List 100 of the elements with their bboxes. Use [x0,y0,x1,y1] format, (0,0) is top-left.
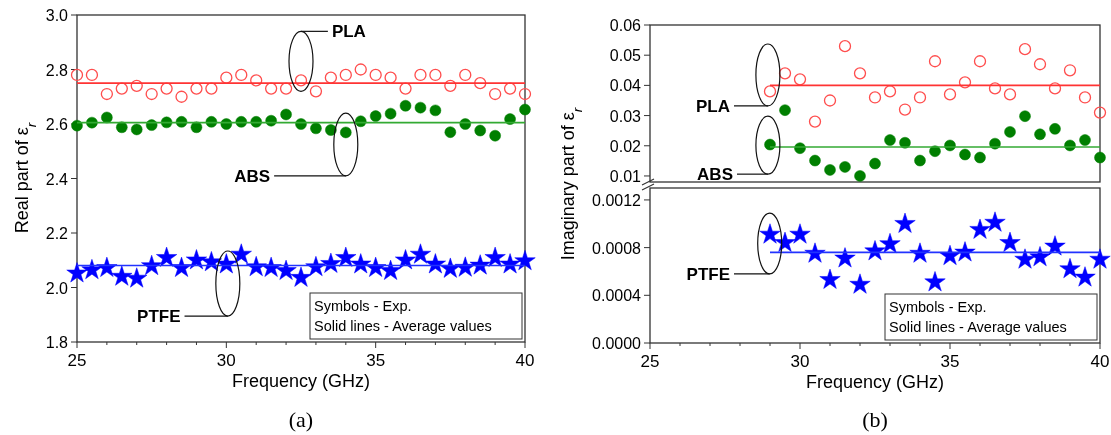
point [898,103,912,116]
point [969,218,991,239]
point [414,68,427,82]
point [809,154,821,167]
text: (a) [288,407,314,432]
y-tick-label: 1.8 [45,334,69,351]
point [924,271,946,292]
point [175,90,188,103]
point [939,244,961,265]
y-tick-label: 2.2 [45,225,69,242]
point [913,91,927,104]
y-tick-label: 2.8 [45,61,69,79]
text: ABS [697,165,733,185]
point [294,74,308,87]
point [85,68,99,82]
point [849,273,871,294]
point [853,67,867,80]
point [779,104,791,116]
point [384,107,397,120]
x-tick-label: 30 [216,351,236,370]
point [928,55,942,68]
point [959,148,971,161]
point [126,267,148,288]
point [71,119,83,132]
point [279,82,293,95]
point [369,110,382,122]
point [1004,126,1016,138]
point [141,254,163,275]
point [823,94,837,107]
annotation: Symbols - Exp. [314,298,412,314]
point [111,265,133,286]
point [883,85,897,98]
y-tick-label: 0.0008 [592,239,642,257]
point [1078,91,1092,104]
point [369,68,382,82]
point [958,76,972,89]
point [988,82,1002,95]
y-tick-label: 0.03 [609,107,642,125]
point [763,85,777,98]
point [864,240,886,261]
point [1074,266,1096,287]
point [205,82,218,95]
series-label: PTFE [137,307,181,327]
point [973,55,987,68]
point [869,157,881,170]
x-tick-label: 40 [1090,352,1110,371]
point [1018,43,1032,56]
point [290,266,312,287]
point [1044,235,1066,256]
point [156,246,178,267]
point [488,87,502,101]
y-tick-label: 0.05 [609,47,642,65]
point [914,154,926,167]
point [469,254,491,275]
point [230,243,252,264]
point [190,121,203,134]
point [1093,106,1107,119]
point [320,252,342,273]
x-tick-label: 35 [366,351,386,370]
point [235,68,248,82]
point [350,253,372,274]
point [130,123,143,136]
point [519,103,531,116]
point [854,170,866,182]
x-tick-label: 40 [515,351,535,370]
text: PTFE [686,264,730,284]
y-tick-label: 0.02 [609,137,642,155]
y-tick-label: 0.01 [609,167,642,185]
point [395,249,417,270]
point [115,82,128,95]
point [215,253,237,274]
point [943,88,957,101]
point [1003,88,1017,101]
point [459,68,472,82]
point [264,82,278,95]
x-tick-label: 30 [790,352,810,371]
point [954,241,976,262]
point [310,122,322,135]
point [1019,110,1031,122]
point [399,100,412,112]
point [340,126,352,139]
point [999,231,1021,252]
point [429,68,442,82]
x-tick-label: 25 [640,352,660,371]
y-tick-label: 0.04 [609,77,642,95]
point [399,82,412,95]
point [190,82,203,95]
point [1014,248,1036,269]
text: PLA [696,96,730,116]
point [324,71,338,84]
x-tick-label: 35 [940,352,960,371]
point [819,268,841,289]
point [220,71,233,84]
point [974,151,986,164]
point [444,79,457,92]
point [160,82,173,95]
point [868,91,882,104]
point [834,247,856,268]
point [414,101,427,114]
point [380,259,402,280]
